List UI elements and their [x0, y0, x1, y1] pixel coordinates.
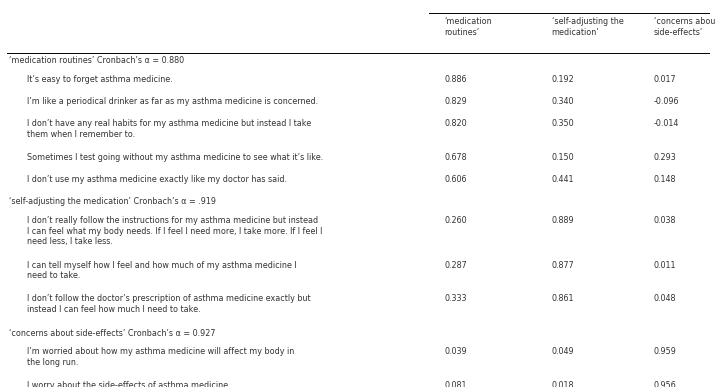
- Text: I don’t really follow the instructions for my asthma medicine but instead
I can : I don’t really follow the instructions f…: [27, 216, 322, 246]
- Text: I can tell myself how I feel and how much of my asthma medicine I
need to take.: I can tell myself how I feel and how muc…: [27, 261, 296, 281]
- Text: 0.048: 0.048: [654, 295, 676, 303]
- Text: ‘concerns about side-effects’ Cronbach’s α = 0.927: ‘concerns about side-effects’ Cronbach’s…: [9, 329, 215, 337]
- Text: ‘self-adjusting the medication’ Cronbach’s α = .919: ‘self-adjusting the medication’ Cronbach…: [9, 197, 216, 206]
- Text: 0.192: 0.192: [552, 75, 574, 84]
- Text: 0.017: 0.017: [654, 75, 676, 84]
- Text: 0.011: 0.011: [654, 261, 676, 270]
- Text: 0.441: 0.441: [552, 175, 574, 183]
- Text: 0.877: 0.877: [552, 261, 574, 270]
- Text: I don’t have any real habits for my asthma medicine but instead I take
them when: I don’t have any real habits for my asth…: [27, 119, 311, 139]
- Text: 0.150: 0.150: [552, 152, 574, 161]
- Text: Sometimes I test going without my asthma medicine to see what it’s like.: Sometimes I test going without my asthma…: [27, 152, 323, 161]
- Text: 0.829: 0.829: [445, 97, 467, 106]
- Text: 0.678: 0.678: [445, 152, 467, 161]
- Text: -0.014: -0.014: [654, 119, 679, 128]
- Text: I don’t follow the doctor’s prescription of asthma medicine exactly but
instead : I don’t follow the doctor’s prescription…: [27, 295, 310, 314]
- Text: 0.260: 0.260: [445, 216, 467, 225]
- Text: 0.038: 0.038: [654, 216, 676, 225]
- Text: 0.049: 0.049: [552, 348, 574, 356]
- Text: 0.287: 0.287: [445, 261, 467, 270]
- Text: ‘self-adjusting the
medication’: ‘self-adjusting the medication’: [552, 17, 624, 36]
- Text: 0.039: 0.039: [445, 348, 467, 356]
- Text: 0.340: 0.340: [552, 97, 574, 106]
- Text: 0.861: 0.861: [552, 295, 574, 303]
- Text: I’m like a periodical drinker as far as my asthma medicine is concerned.: I’m like a periodical drinker as far as …: [27, 97, 318, 106]
- Text: 0.886: 0.886: [445, 75, 467, 84]
- Text: 0.959: 0.959: [654, 348, 677, 356]
- Text: 0.889: 0.889: [552, 216, 574, 225]
- Text: ‘concerns abou
side-effects’: ‘concerns abou side-effects’: [654, 17, 715, 36]
- Text: 0.350: 0.350: [552, 119, 574, 128]
- Text: 0.293: 0.293: [654, 152, 676, 161]
- Text: 0.820: 0.820: [445, 119, 467, 128]
- Text: 0.081: 0.081: [445, 381, 467, 387]
- Text: 0.606: 0.606: [445, 175, 467, 183]
- Text: I worry about the side-effects of asthma medicine.: I worry about the side-effects of asthma…: [27, 381, 230, 387]
- Text: I don’t use my asthma medicine exactly like my doctor has said.: I don’t use my asthma medicine exactly l…: [27, 175, 287, 183]
- Text: 0.956: 0.956: [654, 381, 676, 387]
- Text: 0.018: 0.018: [552, 381, 574, 387]
- Text: 0.333: 0.333: [445, 295, 467, 303]
- Text: ‘medication routines’ Cronbach’s α = 0.880: ‘medication routines’ Cronbach’s α = 0.8…: [9, 56, 184, 65]
- Text: It’s easy to forget asthma medicine.: It’s easy to forget asthma medicine.: [27, 75, 173, 84]
- Text: ‘medication
routines’: ‘medication routines’: [445, 17, 492, 36]
- Text: I’m worried about how my asthma medicine will affect my body in
the long run.: I’m worried about how my asthma medicine…: [27, 348, 294, 367]
- Text: 0.148: 0.148: [654, 175, 676, 183]
- Text: -0.096: -0.096: [654, 97, 679, 106]
